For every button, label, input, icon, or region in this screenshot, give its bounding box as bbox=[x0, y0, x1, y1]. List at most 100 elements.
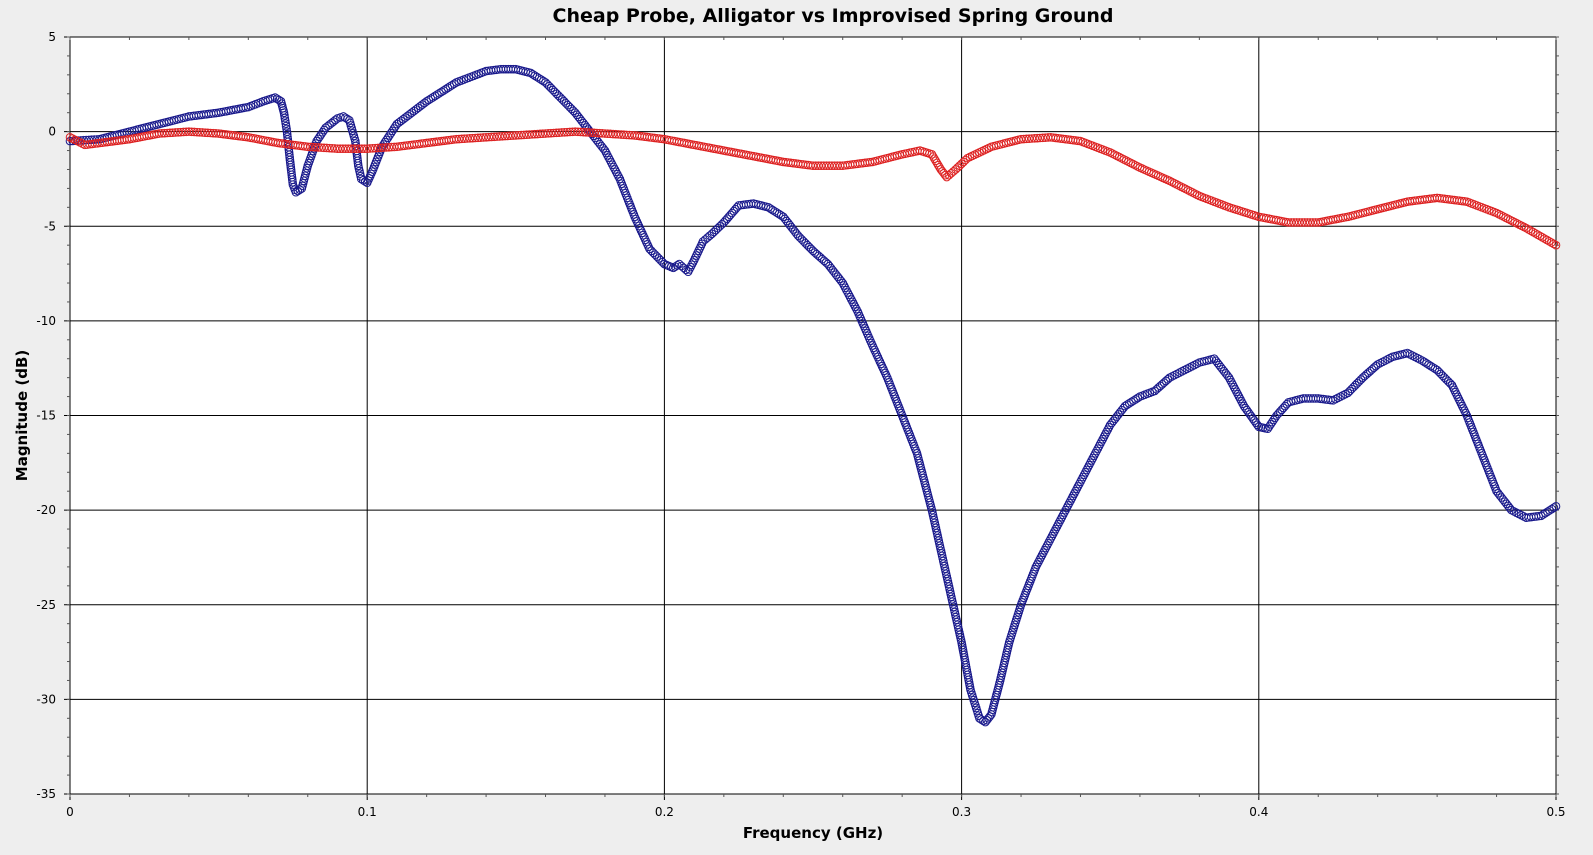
data-point bbox=[470, 133, 480, 143]
data-point bbox=[1169, 178, 1179, 188]
data-point bbox=[533, 129, 542, 139]
data-point bbox=[187, 127, 196, 137]
data-point bbox=[1267, 417, 1277, 427]
data-point bbox=[341, 144, 350, 153]
data-point bbox=[1501, 213, 1511, 222]
data-point bbox=[206, 128, 215, 138]
data-point bbox=[600, 129, 610, 138]
data-point bbox=[1303, 218, 1312, 227]
minor-ticks bbox=[64, 36, 1559, 800]
data-point bbox=[843, 288, 852, 297]
data-point bbox=[519, 130, 529, 140]
data-point bbox=[1422, 359, 1431, 368]
data-point bbox=[1065, 498, 1074, 508]
data-point bbox=[495, 132, 504, 141]
data-point bbox=[534, 74, 544, 83]
data-point bbox=[1295, 218, 1304, 227]
data-point bbox=[1067, 493, 1077, 503]
data-point bbox=[435, 88, 444, 98]
data-point bbox=[1547, 238, 1556, 247]
data-point bbox=[1131, 160, 1140, 170]
data-point bbox=[1060, 508, 1069, 517]
data-point bbox=[1103, 425, 1113, 434]
data-point bbox=[468, 133, 477, 143]
data-point bbox=[1224, 373, 1234, 382]
data-point bbox=[836, 276, 846, 286]
data-point bbox=[538, 129, 548, 138]
data-point bbox=[303, 142, 313, 152]
data-point bbox=[1499, 212, 1508, 221]
data-point bbox=[1124, 157, 1133, 167]
data-point bbox=[424, 95, 434, 105]
data-point bbox=[426, 94, 436, 103]
data-point bbox=[1521, 223, 1531, 233]
data-point bbox=[497, 131, 507, 141]
data-point bbox=[811, 161, 821, 170]
data-point bbox=[333, 144, 342, 153]
x-tick-label: 0.3 bbox=[952, 805, 971, 819]
y-tick-label: 0 bbox=[48, 125, 56, 139]
data-point bbox=[1097, 437, 1106, 446]
data-point bbox=[479, 133, 488, 142]
data-point bbox=[476, 133, 485, 142]
data-point bbox=[1229, 382, 1239, 392]
data-point bbox=[830, 161, 839, 170]
data-point bbox=[173, 128, 183, 137]
data-point bbox=[1053, 520, 1063, 529]
data-point bbox=[1098, 434, 1108, 444]
data-point bbox=[1544, 236, 1554, 246]
data-series bbox=[65, 64, 1561, 727]
chart-title: Cheap Probe, Alligator vs Improvised Spr… bbox=[553, 5, 1114, 27]
y-tick-label: -20 bbox=[36, 503, 56, 517]
data-point bbox=[1227, 378, 1236, 387]
data-point bbox=[316, 130, 326, 139]
data-point bbox=[1133, 162, 1142, 171]
data-point bbox=[379, 143, 388, 152]
data-point bbox=[1503, 214, 1513, 224]
data-point bbox=[849, 300, 859, 309]
data-point bbox=[1038, 133, 1047, 143]
data-point bbox=[1051, 524, 1061, 534]
data-point bbox=[1537, 233, 1547, 242]
data-point bbox=[808, 161, 818, 170]
data-point bbox=[449, 79, 459, 89]
data-point bbox=[532, 72, 542, 82]
data-point bbox=[824, 161, 834, 170]
data-point bbox=[460, 134, 469, 143]
y-tick-label: 5 bbox=[48, 30, 56, 44]
data-point bbox=[203, 128, 213, 138]
data-point bbox=[552, 128, 561, 138]
data-point bbox=[422, 97, 431, 106]
data-point bbox=[1269, 415, 1278, 425]
x-tick-label: 0.4 bbox=[1249, 805, 1268, 819]
data-point bbox=[1039, 548, 1048, 558]
data-point bbox=[536, 75, 546, 85]
data-point bbox=[354, 144, 364, 153]
data-point bbox=[1540, 234, 1549, 243]
data-point bbox=[611, 167, 621, 177]
data-point bbox=[1428, 363, 1438, 372]
data-point bbox=[503, 131, 512, 141]
data-point bbox=[443, 83, 453, 93]
data-point bbox=[557, 128, 567, 137]
data-point bbox=[1126, 158, 1136, 168]
data-point bbox=[525, 130, 534, 139]
data-point bbox=[1263, 424, 1273, 434]
data-point bbox=[522, 130, 531, 140]
data-point bbox=[568, 127, 577, 137]
data-point bbox=[381, 143, 391, 152]
data-point bbox=[1072, 484, 1082, 494]
data-point bbox=[579, 127, 588, 137]
data-point bbox=[1163, 375, 1173, 384]
data-point bbox=[1266, 420, 1275, 429]
data-point bbox=[1133, 393, 1143, 403]
data-point bbox=[1068, 491, 1078, 501]
data-point bbox=[772, 208, 782, 218]
data-point bbox=[565, 127, 575, 137]
data-point bbox=[1510, 218, 1520, 227]
data-point bbox=[1016, 134, 1026, 144]
data-point bbox=[157, 129, 167, 138]
data-point bbox=[1045, 536, 1054, 546]
data-point bbox=[430, 91, 440, 101]
data-point bbox=[338, 144, 348, 153]
